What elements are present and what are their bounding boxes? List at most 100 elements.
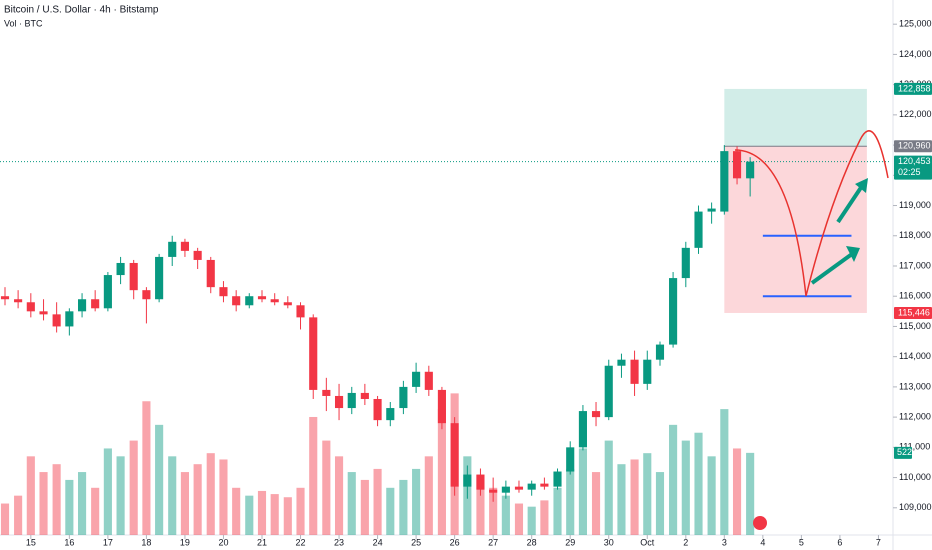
chart-title: Bitcoin / U.S. Dollar · 4h · Bitstamp [4, 5, 159, 16]
y-tick-label: 112,000 [899, 411, 931, 421]
volume-bar [257, 490, 267, 535]
y-tick-label: 125,000 [899, 19, 932, 29]
volume-bar [669, 424, 678, 535]
x-tick-label: Oct [640, 537, 655, 547]
volume-bar [720, 409, 729, 535]
price-tag-label: 120,960 [898, 141, 931, 151]
x-tick-label: 25 [411, 537, 421, 547]
price-tag [894, 155, 932, 180]
volume-bar [142, 401, 151, 535]
volume-bar [412, 468, 421, 535]
candle-body [669, 278, 678, 345]
y-tick-label: 119,000 [899, 200, 931, 210]
candle-body [116, 262, 125, 276]
y-tick-label: 124,000 [899, 49, 932, 59]
volume-tag [894, 446, 912, 459]
x-tick-label: 15 [26, 537, 36, 547]
candle-body [142, 290, 151, 300]
event-icon[interactable] [753, 516, 767, 530]
candle-body [206, 259, 215, 288]
candle-body [643, 359, 652, 384]
y-tick-label: 114,000 [899, 351, 931, 361]
candle-body [129, 262, 138, 291]
candle-body [463, 474, 472, 487]
y-tick-label: 117,000 [899, 260, 931, 270]
volume-bar [52, 464, 61, 535]
candle-body [65, 311, 74, 327]
volume-bar [103, 448, 112, 535]
volume-bar [39, 472, 48, 535]
x-tick-label: 28 [527, 537, 537, 547]
candle-body [168, 241, 177, 257]
x-tick-label: 23 [334, 537, 344, 547]
y-tick-label: 115,000 [899, 321, 931, 331]
volume-bar [168, 456, 177, 535]
volume-bar [193, 464, 202, 535]
volume-bar [116, 456, 125, 535]
candle-body [0, 296, 10, 300]
x-tick-label: 20 [218, 537, 228, 547]
volume-bar [309, 416, 318, 535]
candle-body [245, 296, 254, 306]
volume-bar [540, 500, 549, 535]
volume-bar [206, 453, 215, 535]
projection-curve [734, 130, 889, 297]
candle-body [412, 371, 421, 387]
volume-bar [553, 487, 562, 535]
candle-body [373, 398, 382, 421]
x-tick-label: 22 [296, 537, 306, 547]
x-tick-label: 30 [604, 537, 614, 547]
y-tick-label: 113,000 [899, 381, 931, 391]
x-tick-label: 7 [876, 537, 881, 547]
candle-body [232, 296, 241, 306]
volume-bar [604, 440, 613, 535]
x-tick-label: 21 [257, 537, 267, 547]
volume-bar [219, 459, 228, 535]
candle-body [283, 302, 292, 306]
candle-body [180, 241, 189, 251]
volume-bar [360, 479, 369, 535]
y-tick-label: 118,000 [899, 230, 931, 240]
candle-body [424, 371, 433, 390]
candle-body [617, 359, 626, 366]
x-tick-label: 24 [373, 537, 383, 547]
candle-body [296, 305, 305, 318]
candle-body [707, 208, 716, 212]
candle-body [527, 483, 536, 490]
volume-bar [476, 475, 485, 535]
candle-body [476, 474, 485, 490]
volume-bar [296, 487, 305, 535]
candle-body [720, 151, 729, 212]
candle-body [655, 344, 665, 360]
candle-body [514, 486, 524, 490]
price-tag [894, 306, 932, 319]
volume-bar [514, 503, 524, 535]
arrow-head [846, 246, 860, 262]
x-tick-label: 27 [488, 537, 498, 547]
y-tick-label: 110,000 [899, 472, 931, 482]
candle-body [155, 256, 164, 300]
volume-bar [527, 506, 536, 535]
candle-body [322, 389, 331, 396]
x-tick-label: 4 [760, 537, 765, 547]
volume-bar [732, 448, 742, 535]
candle-body [501, 486, 510, 493]
candle-body [193, 250, 202, 260]
candle-body [553, 471, 562, 487]
candle-body [540, 483, 549, 487]
candle-body [219, 287, 228, 297]
volume-bar [129, 440, 138, 535]
x-tick-label: 16 [64, 537, 74, 547]
volume-bar [386, 487, 395, 535]
volume-bar [746, 452, 755, 535]
volume-tag-label: 522 [897, 447, 912, 457]
y-tick-label: 111,000 [899, 442, 930, 452]
x-tick-label: 17 [103, 537, 113, 547]
y-tick-label: 109,000 [899, 502, 932, 512]
price-tag [894, 82, 932, 95]
volume-bar [232, 487, 241, 535]
candle-body [591, 411, 601, 418]
candle-body [489, 489, 498, 493]
candle-body [578, 411, 587, 448]
candle-body [360, 392, 369, 399]
